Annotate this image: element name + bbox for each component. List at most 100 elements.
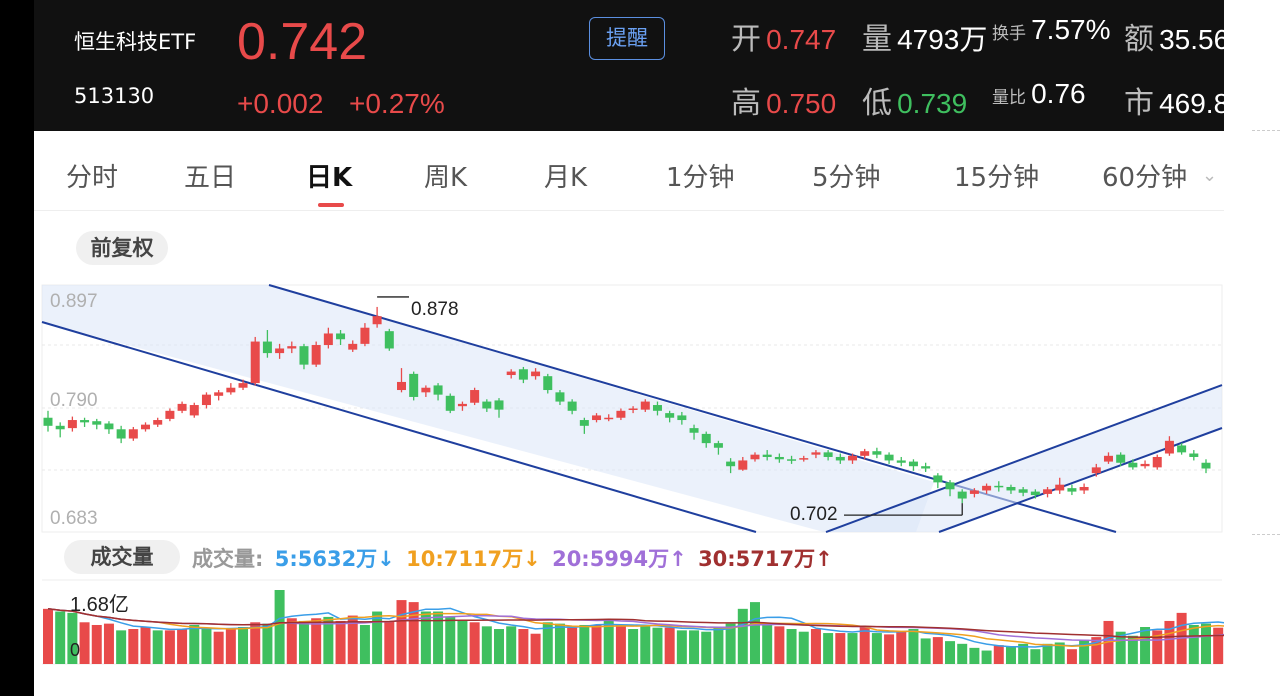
volume-bar (676, 630, 687, 664)
candle-body (189, 405, 199, 416)
volume-stat: 量 4793万 (862, 14, 987, 58)
volume-bar (286, 618, 297, 664)
tab-monthly-k[interactable]: 月K (544, 163, 588, 193)
volume-bar (908, 629, 919, 664)
tab-five-day[interactable]: 五日 (184, 163, 237, 193)
candle-body (409, 373, 419, 397)
volume-bar (957, 643, 968, 664)
volume-bar (640, 626, 651, 664)
volume-bar (835, 633, 846, 664)
tab-15-minute[interactable]: 15分钟 (954, 163, 1040, 193)
candle-body (921, 466, 931, 469)
market-cap-stat: 市 469.8 (1124, 78, 1224, 122)
volume-bar (737, 608, 748, 664)
candle-body (299, 346, 309, 365)
market-cap-value: 469.8 (1159, 88, 1224, 119)
candle-body (433, 385, 443, 395)
volume-bar (1030, 649, 1041, 664)
candle-body (238, 383, 248, 388)
candle-body (226, 387, 236, 393)
volume-bar (1127, 635, 1138, 664)
volume-bar (859, 626, 870, 664)
candle-body (1152, 456, 1162, 468)
candle-body (116, 429, 126, 439)
market-cap-label: 市 (1124, 86, 1154, 121)
quote-header: 恒生科技ETF 513130 0.742 +0.002 +0.27% 提醒 开 … (34, 0, 1224, 131)
candle-body (604, 417, 614, 420)
down-channel-lower (41, 321, 757, 533)
adjust-mode-button[interactable]: 前复权 (76, 231, 168, 265)
price-axis-top: 0.897 (50, 291, 98, 312)
candle-body (482, 401, 492, 409)
volume-bar (689, 630, 700, 664)
candle-body (250, 341, 260, 384)
up-channel-upper (825, 384, 1223, 533)
candle-body (1006, 486, 1016, 491)
tab-intraday[interactable]: 分时 (66, 163, 119, 193)
candle-body (372, 316, 382, 325)
volume-bar (152, 630, 163, 664)
tab-60-minute[interactable]: 60分钟 (1102, 163, 1188, 193)
low-label: 低 (862, 86, 892, 121)
volume-bar (932, 637, 943, 664)
candle-body (336, 333, 346, 340)
candle-body (592, 415, 602, 421)
candle-body (799, 458, 809, 460)
low-stat: 低 0.739 (862, 78, 967, 122)
volume-bar (713, 627, 724, 664)
volume-bar (1152, 630, 1163, 664)
candle-body (494, 400, 504, 410)
chevron-down-icon[interactable]: ⌄ (1202, 165, 1218, 186)
candle-body (823, 452, 833, 457)
high-low-markers (377, 296, 963, 516)
volume-bar (567, 627, 578, 664)
candle-body (713, 443, 723, 448)
candle-body (360, 327, 370, 344)
candle-body (1128, 462, 1138, 468)
volume-bar (896, 631, 907, 664)
volume-bar (1115, 631, 1126, 664)
volume-bar (347, 615, 358, 664)
volume-bar (530, 633, 541, 664)
volume-bar (43, 608, 53, 664)
candle-body (689, 428, 699, 433)
volume-bar (1091, 637, 1102, 664)
candle-body (1030, 491, 1040, 496)
open-stat: 开 0.747 (731, 14, 836, 58)
candle-body (750, 454, 760, 460)
high-marker-label: 0.878 (411, 299, 459, 320)
kline-chart[interactable] (34, 0, 1224, 696)
candle-body (421, 387, 431, 393)
volume-bar (396, 600, 407, 664)
candle-body (555, 392, 565, 402)
candle-body (1079, 486, 1089, 491)
candle-body (1091, 467, 1101, 474)
candle-body (884, 454, 894, 461)
volume-bar (1188, 624, 1199, 664)
candle-body (531, 371, 541, 377)
volume-bar (91, 624, 102, 664)
volume-bar (810, 629, 821, 664)
candle-body (1164, 440, 1174, 454)
low-marker-label: 0.702 (790, 504, 838, 525)
candle-body (80, 420, 90, 423)
tab-weekly-k[interactable]: 周K (424, 163, 468, 193)
candle-body (104, 423, 114, 430)
tab-1-minute[interactable]: 1分钟 (666, 163, 735, 193)
volume-indicator-button[interactable]: 成交量 (64, 540, 180, 574)
candle-body (640, 401, 650, 410)
right-divider (1252, 534, 1280, 535)
low-value: 0.739 (897, 88, 968, 119)
volume-bar (615, 624, 626, 664)
candle-body (1189, 453, 1199, 457)
volume-bar (213, 631, 224, 664)
tab-daily-k[interactable]: 日K (306, 163, 353, 193)
volume-bar (457, 620, 468, 664)
volume-ma-lines (47, 607, 1224, 648)
price-alert-button[interactable]: 提醒 (589, 17, 665, 60)
candle-body (945, 482, 955, 490)
security-code: 513130 (74, 84, 155, 108)
tab-5-minute[interactable]: 5分钟 (812, 163, 881, 193)
volume-bar (542, 622, 553, 664)
volume-bar (238, 627, 249, 664)
